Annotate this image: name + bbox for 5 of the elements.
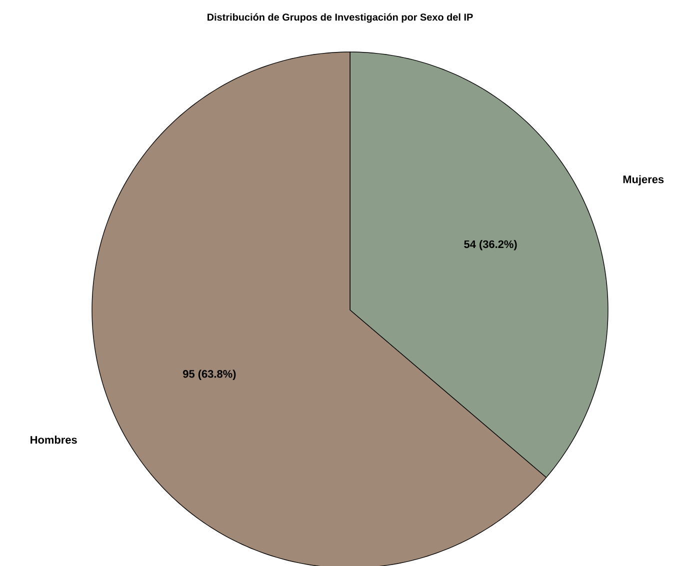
data-label: 95 (63.8%) <box>183 370 236 380</box>
chart-title: Distribución de Grupos de Investigación por Sexo del IP <box>208 13 473 23</box>
slice-label: Mujeres <box>623 175 664 186</box>
slice-label: Hombres <box>30 436 77 444</box>
data-label: 54 (36.2%) <box>464 240 517 250</box>
